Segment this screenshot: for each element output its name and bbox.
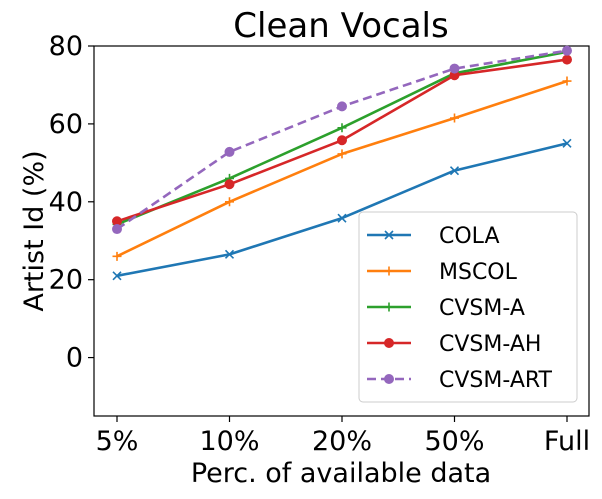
data-point xyxy=(224,146,235,157)
legend-label: MSCOL xyxy=(439,260,518,285)
legend-item-cvsm-art: CVSM-ART xyxy=(367,368,553,393)
x-tick-label: 20% xyxy=(312,426,372,457)
legend-label: CVSM-ART xyxy=(439,368,553,393)
y-tick-label: 20 xyxy=(49,265,83,296)
y-tick-label: 0 xyxy=(66,343,83,374)
y-tick-label: 40 xyxy=(49,187,83,218)
data-point xyxy=(112,271,122,281)
legend-label: COLA xyxy=(439,224,500,249)
data-point xyxy=(337,213,347,223)
data-point xyxy=(112,251,122,261)
legend-marker xyxy=(384,302,394,312)
legend-item-cvsm-ah: CVSM-AH xyxy=(367,332,541,357)
y-axis-label: Artist Id (%) xyxy=(19,150,50,311)
data-point xyxy=(224,179,235,190)
chart-title: Clean Vocals xyxy=(233,6,448,46)
data-point xyxy=(562,138,572,148)
data-point xyxy=(112,224,122,235)
data-point xyxy=(562,76,572,86)
series-cvsm-art xyxy=(112,45,572,235)
y-tick-label: 80 xyxy=(49,31,83,62)
series-cvsm-ah xyxy=(112,54,572,227)
legend-label: CVSM-AH xyxy=(439,332,541,357)
legend-item-cvsm-a: CVSM-A xyxy=(367,296,525,321)
legend-marker xyxy=(384,230,394,240)
legend-marker xyxy=(384,266,394,276)
data-point xyxy=(337,123,347,133)
x-axis-label: Perc. of available data xyxy=(191,458,491,489)
x-tick-label: Full xyxy=(544,426,590,457)
legend-label: CVSM-A xyxy=(439,296,525,321)
data-point xyxy=(337,149,347,159)
series-layer xyxy=(112,45,572,281)
data-point xyxy=(449,63,460,74)
data-point xyxy=(225,197,234,207)
data-point xyxy=(337,101,347,112)
x-tick-label: 50% xyxy=(424,426,484,457)
series-cola xyxy=(112,138,572,281)
y-axis: 0 20 40 60 80 xyxy=(49,31,94,374)
legend: COLA MSCOL CVSM-A CVSM-AH CVSM-ART xyxy=(358,211,578,403)
legend-box xyxy=(358,211,578,403)
x-tick-label: 10% xyxy=(199,426,259,457)
legend-item-cola: COLA xyxy=(367,224,500,249)
y-tick-label: 60 xyxy=(49,109,83,140)
data-point xyxy=(337,135,347,146)
legend-marker xyxy=(384,338,394,348)
data-point xyxy=(224,249,235,259)
data-point xyxy=(449,166,460,176)
data-point xyxy=(450,113,459,123)
legend-item-mscol: MSCOL xyxy=(367,260,518,285)
data-point xyxy=(562,54,572,65)
data-point xyxy=(562,45,572,56)
series-mscol xyxy=(112,76,572,261)
legend-marker xyxy=(384,374,394,384)
x-axis: 5% 10% 20% 50% Full xyxy=(96,416,590,457)
x-tick-label: 5% xyxy=(96,426,139,457)
